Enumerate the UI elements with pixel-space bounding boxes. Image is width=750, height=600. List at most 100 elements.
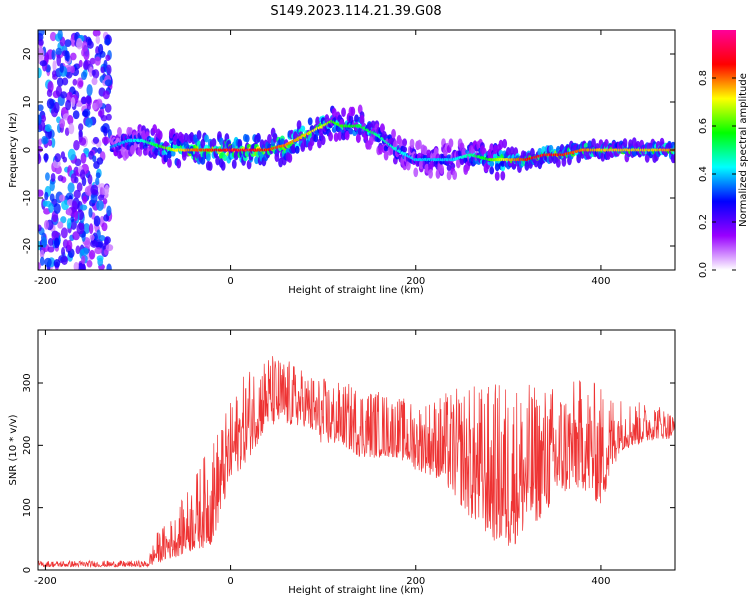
noise-speckle	[70, 65, 75, 74]
ridge-cell	[492, 144, 498, 155]
noise-speckle	[90, 239, 99, 248]
ridge-cell	[392, 140, 398, 150]
noise-speckle	[90, 192, 98, 204]
noise-speckle	[66, 208, 72, 216]
spectrogram-heatmap	[38, 30, 675, 270]
noise-speckle	[90, 184, 99, 196]
ridge-cell	[622, 138, 628, 148]
noise-speckle	[73, 209, 79, 222]
ridge-cell	[157, 130, 163, 141]
noise-speckle	[78, 59, 83, 68]
noise-speckle	[78, 123, 84, 131]
ridge-cell	[294, 145, 300, 154]
ridge-cell	[561, 157, 567, 167]
ridge-cell	[320, 135, 326, 146]
noise-speckle	[41, 114, 47, 123]
ridge-cell	[291, 143, 296, 154]
ridge-cell	[418, 159, 424, 170]
ridge-cell	[255, 132, 261, 143]
noise-speckle	[102, 198, 108, 205]
colorbar-tick-label: 0.0	[698, 262, 709, 278]
noise-speckle	[96, 255, 104, 262]
noise-speckle	[105, 113, 112, 121]
ridge-cell	[409, 138, 415, 149]
ridge-cell	[143, 147, 148, 156]
ridge-cell	[672, 153, 675, 164]
noise-speckle	[60, 227, 68, 239]
snr-frame	[37, 329, 676, 571]
noise-speckle	[73, 261, 80, 270]
y-tick-label: -10	[22, 190, 33, 206]
ridge-cell	[205, 153, 211, 162]
colorbar-tick-label: 0.8	[698, 70, 709, 86]
ridge-cell	[222, 154, 228, 161]
ridge-cell	[278, 157, 283, 168]
x-tick-label: 0	[227, 576, 233, 587]
colorbar-gradient	[712, 30, 736, 270]
noise-speckle	[43, 153, 49, 163]
snr-series	[38, 356, 675, 569]
noise-speckle	[95, 172, 101, 179]
x-tick-label: 400	[591, 576, 610, 587]
ridge-cell	[220, 161, 226, 171]
noise-speckle	[81, 110, 89, 117]
ridge-cell	[117, 127, 122, 137]
noise-speckle	[74, 176, 79, 184]
noise-speckle	[81, 41, 89, 52]
noise-speckle	[85, 117, 93, 128]
noise-speckle	[45, 172, 50, 181]
ridge-cell	[267, 134, 272, 144]
ridge-cell	[154, 147, 159, 156]
colorbar-tick-label: 0.2	[698, 214, 709, 230]
ridge-cell	[600, 152, 606, 162]
y-tick-label: 0	[22, 147, 33, 153]
ridge-cell	[354, 114, 359, 123]
noise-speckle	[39, 249, 45, 259]
noise-speckle	[59, 63, 64, 73]
noise-speckle	[38, 261, 41, 270]
ridge-cell	[391, 128, 396, 139]
ridge-cell	[489, 160, 495, 168]
ridge-cell	[368, 135, 374, 146]
ridge-cell	[380, 123, 385, 133]
noise-speckle	[88, 223, 94, 235]
noise-speckle	[50, 172, 56, 182]
ridge-cell	[167, 158, 172, 168]
noise-speckle	[70, 96, 76, 108]
noise-speckle	[80, 152, 87, 164]
ridge-cell	[128, 127, 133, 137]
ridge-cell	[130, 145, 135, 155]
x-tick-label: -200	[34, 576, 57, 587]
ridge-cell	[489, 166, 495, 175]
noise-speckle	[61, 255, 68, 266]
ridge-cell	[296, 120, 302, 130]
ridge-cell	[272, 133, 278, 143]
noise-speckle	[103, 214, 110, 222]
spectrogram-panel: -200 0 200 400 -20 -10 0 10 20 Height of straigh…	[8, 29, 676, 296]
noise-speckle	[38, 46, 44, 54]
noise-speckle	[94, 56, 101, 66]
noise-speckle	[51, 137, 56, 148]
noise-speckle	[98, 235, 106, 242]
noise-speckle	[105, 244, 114, 252]
ridge-cell	[124, 149, 130, 159]
ridge-cell	[500, 170, 506, 181]
noise-speckle	[95, 177, 100, 186]
noise-speckle	[81, 71, 87, 80]
ridge-cell	[315, 116, 321, 127]
ridge-cell	[318, 126, 324, 137]
ridge-cell	[139, 141, 145, 150]
ridge-cell	[439, 159, 445, 165]
snr-line	[38, 356, 675, 569]
noise-speckle	[57, 30, 63, 41]
y-tick-label: 0	[22, 567, 33, 573]
noise-speckle	[76, 223, 85, 235]
ridge-cell	[505, 146, 511, 157]
noise-speckle	[79, 204, 88, 211]
noise-speckle	[98, 43, 104, 55]
noise-speckle	[67, 148, 76, 161]
ridge-cell	[215, 155, 221, 166]
noise-speckle	[49, 31, 57, 42]
noise-speckle	[96, 147, 102, 154]
